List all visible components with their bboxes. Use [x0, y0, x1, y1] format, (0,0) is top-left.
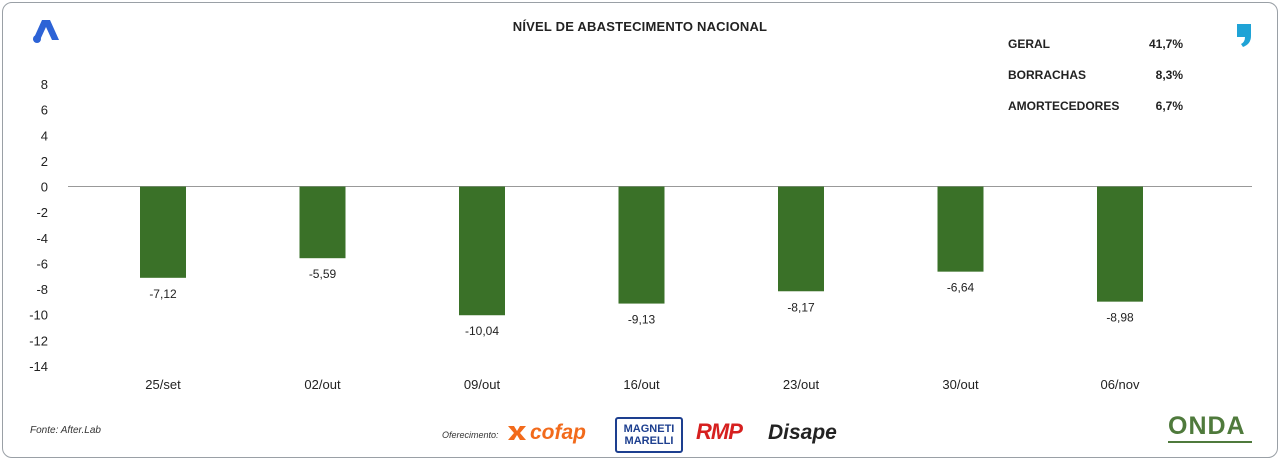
data-label: -5,59 [309, 267, 337, 281]
cofap-x-icon [508, 426, 526, 440]
y-tick-label: -6 [36, 256, 48, 271]
x-tick-label: 06/nov [1100, 377, 1140, 392]
x-tick-label: 02/out [304, 377, 341, 392]
y-tick-label: -14 [29, 359, 48, 374]
app-logo-icon [33, 20, 59, 43]
magneti-marelli-logo: MAGNETI MARELLI [615, 417, 683, 453]
summary-value: 8,3% [1155, 68, 1183, 82]
x-tick-label: 25/set [145, 377, 181, 392]
summary-label: AMORTECEDORES [1008, 99, 1120, 113]
rmp-logo-text: RMP [696, 419, 743, 444]
data-label: -6,64 [947, 281, 975, 295]
data-label: -8,98 [1106, 311, 1134, 325]
sponsor-label: Oferecimento: [442, 430, 499, 440]
cofap-logo-text: cofap [530, 421, 587, 444]
rmp-logo: RMP [696, 419, 756, 445]
source-note: Fonte: After.Lab [30, 425, 101, 436]
y-tick-label: -2 [36, 205, 48, 220]
bar [140, 186, 186, 278]
y-tick-label: -8 [36, 282, 48, 297]
summary-row-amortecedores: AMORTECEDORES 6,7% [1008, 98, 1183, 129]
y-tick-label: 0 [41, 180, 48, 195]
chart-title: NÍVEL DE ABASTECIMENTO NACIONAL [512, 19, 768, 34]
data-label: -7,12 [149, 287, 177, 301]
summary-value: 41,7% [1148, 37, 1183, 51]
y-tick-label: 2 [41, 154, 48, 169]
summary-value: 6,7% [1155, 99, 1183, 113]
bar [778, 186, 824, 292]
summary-label: BORRACHAS [1008, 68, 1086, 82]
y-tick-label: 8 [41, 77, 48, 92]
onda-logo-underline [1168, 441, 1252, 443]
disape-logo-text: Disape [768, 421, 837, 444]
summary-row-geral: GERAL 41,7% [1008, 36, 1183, 67]
x-tick-label: 16/out [623, 377, 660, 392]
onda-logo: ONDA [1168, 412, 1254, 443]
disape-logo: Disape [768, 421, 837, 445]
x-tick-label: 30/out [942, 377, 979, 392]
data-label: -8,17 [787, 300, 815, 314]
onda-logo-text: ONDA [1168, 412, 1246, 440]
magneti-marelli-text: MAGNETI MARELLI [623, 423, 675, 447]
data-label: -10,04 [465, 324, 499, 338]
y-tick-label: -4 [36, 231, 48, 246]
bar [618, 186, 665, 304]
y-tick-label: 6 [41, 103, 48, 118]
y-tick-label: 4 [41, 128, 48, 143]
cofap-logo: cofap [506, 421, 586, 445]
x-tick-label: 23/out [783, 377, 820, 392]
x-tick-label: 09/out [464, 377, 501, 392]
summary-row-borrachas: BORRACHAS 8,3% [1008, 67, 1183, 98]
quote-logo-icon [1237, 24, 1251, 47]
bar [1097, 186, 1143, 302]
bar [459, 186, 505, 316]
summary-table: GERAL 41,7% BORRACHAS 8,3% AMORTECEDORES… [1008, 36, 1183, 129]
summary-label: GERAL [1008, 37, 1050, 51]
y-tick-label: -10 [29, 308, 48, 323]
y-tick-label: -12 [29, 333, 48, 348]
bar [937, 186, 984, 272]
bar [299, 186, 346, 259]
data-label: -9,13 [628, 313, 656, 327]
